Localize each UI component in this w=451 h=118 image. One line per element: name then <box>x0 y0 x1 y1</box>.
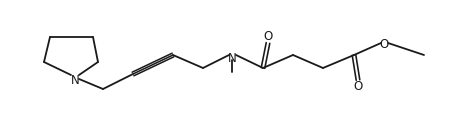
Text: O: O <box>378 38 388 51</box>
Text: O: O <box>353 80 362 93</box>
Text: N: N <box>70 74 79 86</box>
Text: N: N <box>227 51 236 65</box>
Text: O: O <box>263 30 272 42</box>
